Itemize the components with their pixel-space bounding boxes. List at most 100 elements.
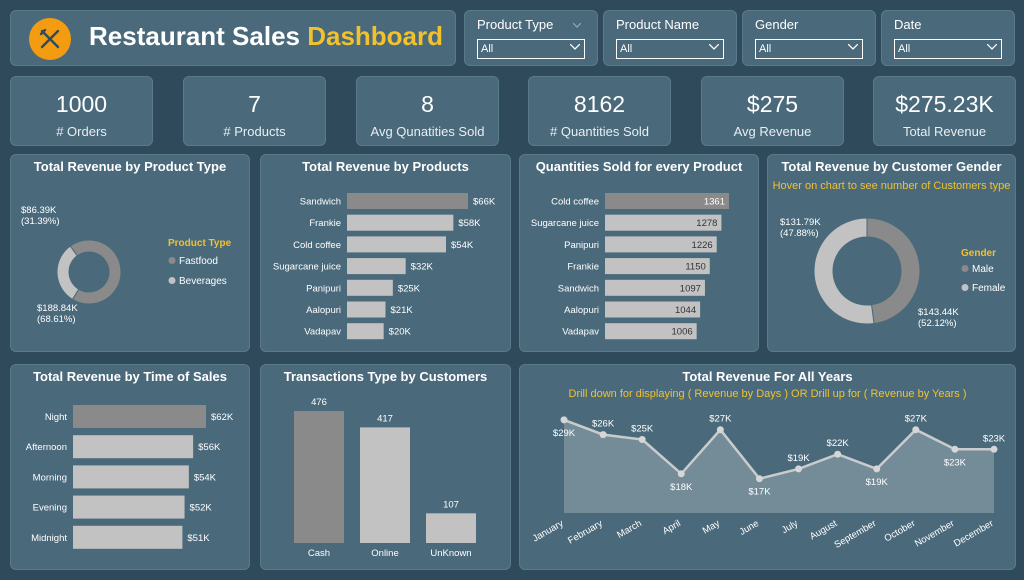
data-label: $19K <box>787 453 810 464</box>
legend-marker <box>168 257 176 264</box>
data-label: $58K <box>458 218 481 229</box>
tick-label: Vadapav <box>562 327 599 338</box>
pie-slice <box>69 239 122 305</box>
filter-value: All <box>620 43 633 55</box>
bar <box>347 323 384 340</box>
data-label: $131.79K <box>780 217 821 228</box>
bar <box>605 236 717 253</box>
tick-label: Cold coffee <box>551 197 599 208</box>
filter-select[interactable]: All <box>894 39 1002 59</box>
bar <box>347 301 386 318</box>
chart-subtitle: Hover on chart to see number of Customer… <box>772 180 1011 192</box>
legend-marker <box>168 277 176 284</box>
filter-select[interactable]: All <box>755 39 863 59</box>
chevron-down-icon[interactable] <box>848 44 858 50</box>
data-label: 1006 <box>672 327 693 338</box>
chevron-down-icon[interactable] <box>709 44 719 50</box>
bar <box>73 465 189 489</box>
tick-label: April <box>661 518 683 537</box>
data-label: $18K <box>670 482 693 493</box>
bar <box>605 193 729 209</box>
tick-label: UnKnown <box>430 548 471 559</box>
tick-label: Vadapav <box>304 327 341 338</box>
legend-item: Male <box>972 264 994 275</box>
data-label: $66K <box>473 197 496 208</box>
kpi-label: Avg Qunatities Sold <box>370 124 485 139</box>
data-label-percent: (31.39%) <box>21 216 60 227</box>
area-chart[interactable]: $29K January $26K February $25K March $18K Apri… <box>520 365 1017 571</box>
legend-marker <box>961 265 969 272</box>
tick-label: November <box>913 518 956 549</box>
filter-select[interactable]: All <box>477 39 585 59</box>
data-point <box>834 450 842 458</box>
data-label: 1150 <box>685 262 705 273</box>
data-point <box>716 426 724 434</box>
tick-label: September <box>832 518 878 551</box>
tick-label: Frankie <box>309 218 341 229</box>
bar <box>605 279 705 296</box>
filter-product-name[interactable]: Product Name All <box>603 10 737 66</box>
title-highlight: Dashboard <box>307 21 444 51</box>
chart-quantities-by-product: Quantities Sold for every Product Cold c… <box>519 154 759 352</box>
data-label: $20K <box>389 327 412 338</box>
fork-knife-icon <box>39 28 60 49</box>
tick-label: March <box>615 518 643 541</box>
data-point <box>677 470 685 478</box>
data-point <box>755 475 763 483</box>
filter-select[interactable]: All <box>616 39 724 59</box>
chart-revenue-by-gender: Total Revenue by Customer Gender Hover o… <box>767 154 1016 352</box>
series-line <box>563 418 994 481</box>
tick-label: Aalopuri <box>306 305 341 316</box>
chart-title: Quantities Sold for every Product <box>535 159 743 174</box>
data-label: 1226 <box>692 240 713 251</box>
pie-slice <box>866 217 921 325</box>
tick-label: Night <box>45 412 68 423</box>
data-label: $19K <box>866 477 889 488</box>
tick-label: August <box>808 518 839 542</box>
tick-label: Morning <box>33 472 67 483</box>
bar <box>347 258 406 275</box>
filter-date[interactable]: Date All <box>881 10 1015 66</box>
kpi-value: 1000 <box>55 91 108 117</box>
chevron-down-icon[interactable] <box>573 23 581 28</box>
data-label: $86.39K <box>21 205 57 216</box>
chart-revenue-all-years: Total Revenue For All Years Drill down f… <box>519 364 1016 570</box>
filter-gender[interactable]: Gender All <box>742 10 876 66</box>
tick-label: Midnight <box>31 533 67 544</box>
bar-chart: Night $62K Afternoon $56K Morning $54K Evening… <box>26 405 234 549</box>
tick-label: Sugarcane juice <box>273 262 341 273</box>
bar <box>605 323 697 340</box>
tick-label: December <box>952 518 995 549</box>
bar <box>73 495 185 519</box>
data-label: $26K <box>592 419 615 430</box>
tick-label: January <box>531 518 566 545</box>
kpi-avg-revenue: $275 Avg Revenue <box>701 76 844 146</box>
data-label: $188.84K <box>37 303 78 314</box>
kpi-label: Avg Revenue <box>733 124 812 139</box>
filter-label: Product Name <box>616 17 700 32</box>
bar <box>605 301 701 318</box>
tick-label: July <box>780 518 800 536</box>
data-point <box>795 465 803 473</box>
kpi-value: 8 <box>421 91 434 117</box>
filter-value: All <box>898 43 911 55</box>
kpi-value: $275.23K <box>895 91 994 117</box>
chart-title: Total Revenue by Customer Gender <box>781 159 1002 174</box>
data-label-percent: (68.61%) <box>37 314 76 325</box>
chevron-down-icon[interactable] <box>570 44 580 50</box>
filter-product-type[interactable]: Product Type All <box>464 10 598 66</box>
data-label: $29K <box>553 428 576 439</box>
chevron-down-icon[interactable] <box>987 44 997 50</box>
page-title: Restaurant Sales Dashboard <box>89 21 443 52</box>
data-point <box>560 416 568 424</box>
kpi-label: Total Revenue <box>902 124 987 139</box>
bar <box>347 214 454 231</box>
filter-value: All <box>759 43 772 55</box>
title-main: Restaurant Sales <box>89 21 300 51</box>
data-point <box>638 436 646 443</box>
chart-revenue-by-products: Total Revenue by Products Sandwich $66K Fr… <box>260 154 511 352</box>
tick-label: October <box>883 518 918 544</box>
data-label-percent: (47.88%) <box>780 228 819 239</box>
bar-chart: Sandwich $66K Frankie $58K Cold coffee $54K Su… <box>273 193 496 340</box>
bar <box>347 279 393 296</box>
